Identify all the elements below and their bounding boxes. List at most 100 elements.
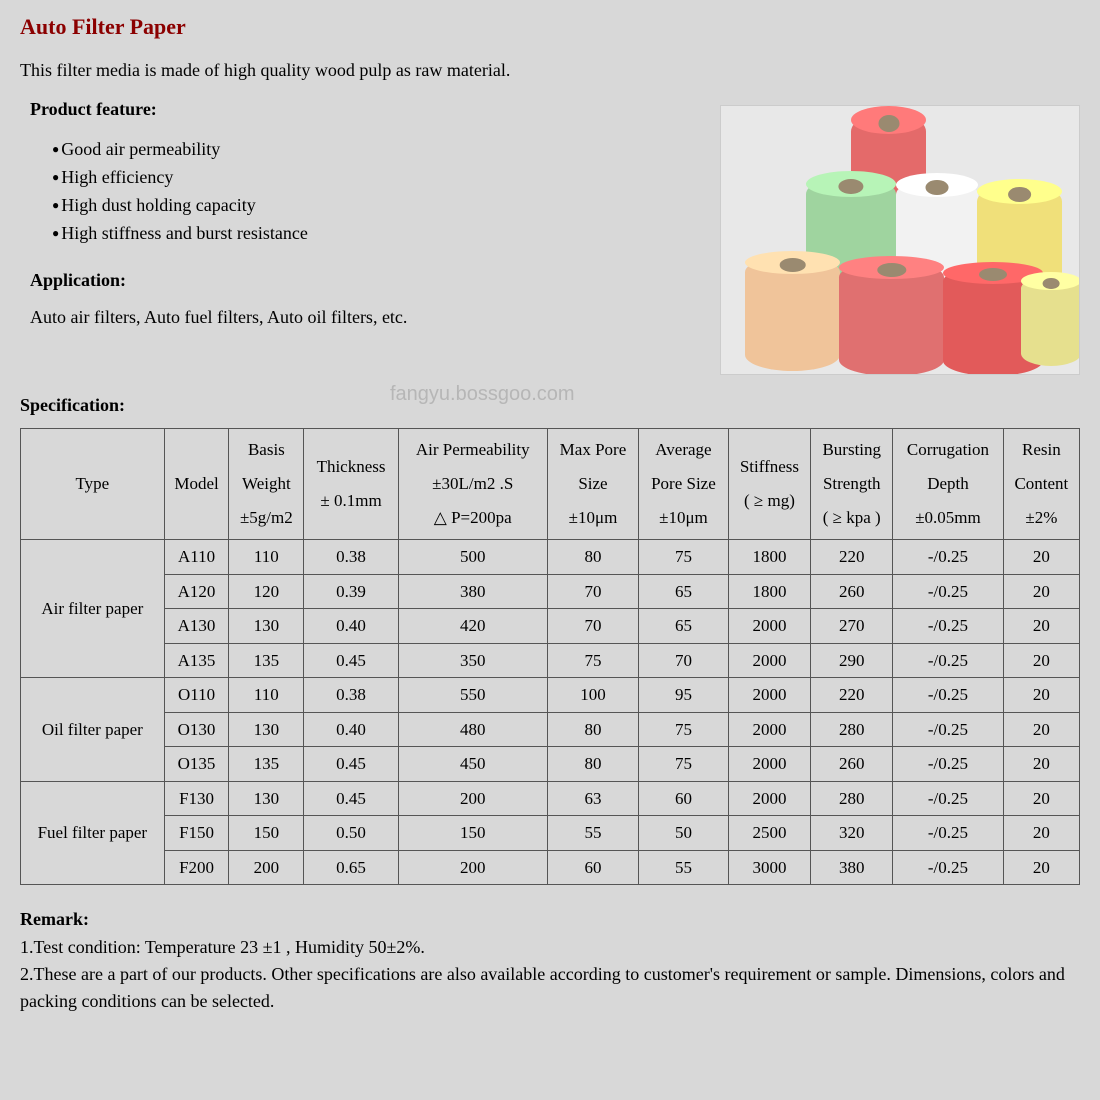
feature-item: High efficiency bbox=[52, 164, 690, 192]
table-cell: 110 bbox=[229, 540, 304, 575]
table-cell: O135 bbox=[164, 747, 229, 782]
table-cell: -/0.25 bbox=[893, 781, 1004, 816]
table-cell: 0.40 bbox=[304, 609, 398, 644]
specification-heading: Specification: bbox=[20, 395, 1080, 416]
table-cell: 380 bbox=[398, 574, 547, 609]
table-row: A1351350.4535075702000290-/0.2520 bbox=[21, 643, 1080, 678]
feature-heading: Product feature: bbox=[30, 99, 690, 120]
table-cell: 0.39 bbox=[304, 574, 398, 609]
type-cell: Fuel filter paper bbox=[21, 781, 165, 885]
table-cell: 120 bbox=[229, 574, 304, 609]
table-header-cell: ResinContent±2% bbox=[1003, 429, 1079, 540]
specification-table: TypeModelBasisWeight±5g/m2Thickness± 0.1… bbox=[20, 428, 1080, 885]
table-cell: 70 bbox=[547, 574, 639, 609]
table-cell: 550 bbox=[398, 678, 547, 713]
table-row: A1301300.4042070652000270-/0.2520 bbox=[21, 609, 1080, 644]
table-cell: 55 bbox=[547, 816, 639, 851]
table-cell: 280 bbox=[811, 712, 893, 747]
table-cell: 2000 bbox=[728, 643, 811, 678]
table-cell: 55 bbox=[639, 850, 728, 885]
table-cell: 1800 bbox=[728, 540, 811, 575]
table-cell: 130 bbox=[229, 609, 304, 644]
product-image bbox=[720, 105, 1080, 375]
table-cell: 200 bbox=[398, 850, 547, 885]
table-cell: 130 bbox=[229, 781, 304, 816]
table-cell: 0.40 bbox=[304, 712, 398, 747]
table-cell: 100 bbox=[547, 678, 639, 713]
table-cell: A135 bbox=[164, 643, 229, 678]
table-cell: 80 bbox=[547, 712, 639, 747]
table-cell: 80 bbox=[547, 540, 639, 575]
table-cell: 95 bbox=[639, 678, 728, 713]
table-cell: 20 bbox=[1003, 781, 1079, 816]
table-header-cell: BasisWeight±5g/m2 bbox=[229, 429, 304, 540]
type-cell: Oil filter paper bbox=[21, 678, 165, 782]
table-cell: 2000 bbox=[728, 678, 811, 713]
table-cell: 20 bbox=[1003, 574, 1079, 609]
table-cell: 60 bbox=[639, 781, 728, 816]
table-cell: 420 bbox=[398, 609, 547, 644]
table-cell: 0.38 bbox=[304, 540, 398, 575]
table-cell: -/0.25 bbox=[893, 816, 1004, 851]
table-row: Air filter paperA1101100.385008075180022… bbox=[21, 540, 1080, 575]
table-cell: 50 bbox=[639, 816, 728, 851]
table-header-cell: Air Permeability±30L/m2 .S△ P=200pa bbox=[398, 429, 547, 540]
table-cell: O110 bbox=[164, 678, 229, 713]
remark-line: 2.These are a part of our products. Othe… bbox=[20, 961, 1080, 1015]
table-header-cell: Stiffness( ≥ mg) bbox=[728, 429, 811, 540]
table-cell: 2000 bbox=[728, 747, 811, 782]
table-header-cell: Max PoreSize±10μm bbox=[547, 429, 639, 540]
table-cell: 75 bbox=[639, 712, 728, 747]
table-cell: 20 bbox=[1003, 747, 1079, 782]
table-cell: 270 bbox=[811, 609, 893, 644]
table-cell: 2000 bbox=[728, 609, 811, 644]
table-cell: A110 bbox=[164, 540, 229, 575]
table-cell: 20 bbox=[1003, 678, 1079, 713]
table-header-cell: BurstingStrength( ≥ kpa ) bbox=[811, 429, 893, 540]
table-header-cell: AveragePore Size±10μm bbox=[639, 429, 728, 540]
table-row: Oil filter paperO1101100.385501009520002… bbox=[21, 678, 1080, 713]
table-row: F2002000.6520060553000380-/0.2520 bbox=[21, 850, 1080, 885]
table-cell: 320 bbox=[811, 816, 893, 851]
table-cell: 20 bbox=[1003, 850, 1079, 885]
table-cell: -/0.25 bbox=[893, 643, 1004, 678]
feature-list: Good air permeabilityHigh efficiencyHigh… bbox=[20, 136, 690, 248]
table-cell: 2000 bbox=[728, 781, 811, 816]
table-cell: O130 bbox=[164, 712, 229, 747]
table-cell: -/0.25 bbox=[893, 574, 1004, 609]
remark-heading: Remark: bbox=[20, 909, 1080, 930]
table-cell: 200 bbox=[398, 781, 547, 816]
table-cell: 1800 bbox=[728, 574, 811, 609]
table-cell: 260 bbox=[811, 747, 893, 782]
table-cell: 3000 bbox=[728, 850, 811, 885]
table-cell: -/0.25 bbox=[893, 712, 1004, 747]
table-cell: 70 bbox=[547, 609, 639, 644]
feature-item: High stiffness and burst resistance bbox=[52, 220, 690, 248]
table-cell: 450 bbox=[398, 747, 547, 782]
remark-line: 1.Test condition: Temperature 23 ±1 , Hu… bbox=[20, 934, 1080, 961]
intro-text: This filter media is made of high qualit… bbox=[20, 60, 1080, 81]
table-row: F1501500.5015055502500320-/0.2520 bbox=[21, 816, 1080, 851]
table-cell: 380 bbox=[811, 850, 893, 885]
table-cell: -/0.25 bbox=[893, 678, 1004, 713]
table-cell: 20 bbox=[1003, 643, 1079, 678]
table-cell: F130 bbox=[164, 781, 229, 816]
table-cell: 0.45 bbox=[304, 643, 398, 678]
type-cell: Air filter paper bbox=[21, 540, 165, 678]
table-cell: F150 bbox=[164, 816, 229, 851]
table-cell: 0.50 bbox=[304, 816, 398, 851]
table-cell: 135 bbox=[229, 747, 304, 782]
table-header-cell: Type bbox=[21, 429, 165, 540]
table-cell: 60 bbox=[547, 850, 639, 885]
table-header-row: TypeModelBasisWeight±5g/m2Thickness± 0.1… bbox=[21, 429, 1080, 540]
table-cell: 350 bbox=[398, 643, 547, 678]
table-cell: A130 bbox=[164, 609, 229, 644]
table-cell: 70 bbox=[639, 643, 728, 678]
table-cell: 500 bbox=[398, 540, 547, 575]
table-cell: 200 bbox=[229, 850, 304, 885]
table-row: O1301300.4048080752000280-/0.2520 bbox=[21, 712, 1080, 747]
table-cell: 2500 bbox=[728, 816, 811, 851]
table-cell: 75 bbox=[547, 643, 639, 678]
application-text: Auto air filters, Auto fuel filters, Aut… bbox=[30, 307, 690, 328]
table-cell: 20 bbox=[1003, 712, 1079, 747]
